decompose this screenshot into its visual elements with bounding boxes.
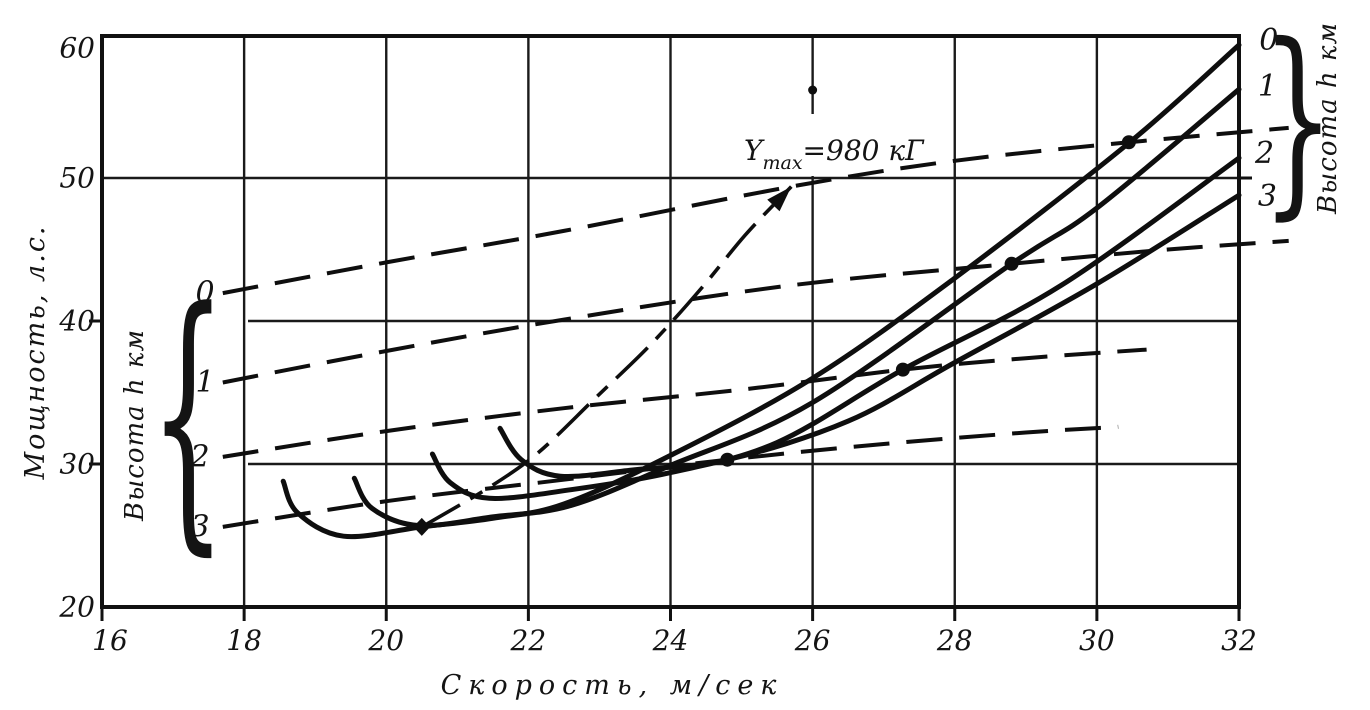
marker-small-dot-5 [808, 85, 818, 95]
x-tick-label-18: 18 [226, 624, 262, 657]
annotation-symbol: Y [744, 134, 765, 167]
curve-power_available_h2 [222, 347, 1147, 459]
marker-dot-2 [895, 362, 910, 377]
y-tick-label-30: 30 [59, 448, 95, 481]
left-group-brace: { [150, 251, 227, 578]
x-tick-label-22: 22 [510, 624, 547, 657]
max-lift-annotation: Ymax=980 кГ [744, 134, 925, 174]
curve-climb_line_to_Ymax [420, 185, 793, 529]
marker-dot-3 [1004, 256, 1019, 271]
y-tick-label-60: 60 [59, 32, 95, 65]
climb-arrowhead [767, 186, 792, 212]
x-tick-label-28: 28 [936, 624, 973, 657]
left-curve-label-3: 3 [191, 509, 210, 544]
left-curve-label-0: 0 [195, 276, 214, 311]
x-tick-label-30: 30 [1079, 624, 1115, 657]
curve-power_required_h3 [497, 192, 1242, 479]
x-axis-title: Скорость, м/сек [441, 670, 784, 701]
y-tick-label-50: 50 [59, 162, 95, 195]
left-curve-label-2: 2 [190, 439, 210, 474]
curve-power_available_h3 [222, 424, 1119, 529]
y-axis-title: Мощность, л.с. [20, 224, 51, 480]
right-curve-label-3: 3 [1258, 179, 1277, 214]
right-group-title: Высота h км [1313, 22, 1343, 215]
x-tick-label-20: 20 [367, 624, 404, 657]
right-curve-label-1: 1 [1258, 69, 1277, 104]
x-tick-label-16: 16 [92, 624, 128, 657]
curve-power_available_h1 [222, 238, 1289, 385]
annotation-value: =980 кГ [803, 134, 926, 167]
y-tick-label-20: 20 [58, 591, 95, 624]
y-tick-label-40: 40 [58, 305, 95, 338]
annotation-subscript: max [762, 152, 802, 174]
marker-diamond-0 [413, 517, 431, 536]
marker-dot-1 [720, 452, 735, 467]
x-tick-label-26: 26 [794, 624, 831, 657]
curve-power_required_h0 [280, 42, 1242, 540]
x-tick-label-32: 32 [1221, 624, 1257, 657]
left-curve-label-1: 1 [195, 365, 214, 400]
left-group-title: Высота h км [120, 329, 150, 522]
x-tick-label-24: 24 [652, 624, 689, 657]
marker-dot-4 [1121, 135, 1136, 150]
right-group-brace: } [1261, 1, 1334, 238]
right-curve-label-2: 2 [1254, 136, 1274, 171]
right-curve-label-0: 0 [1259, 23, 1278, 58]
